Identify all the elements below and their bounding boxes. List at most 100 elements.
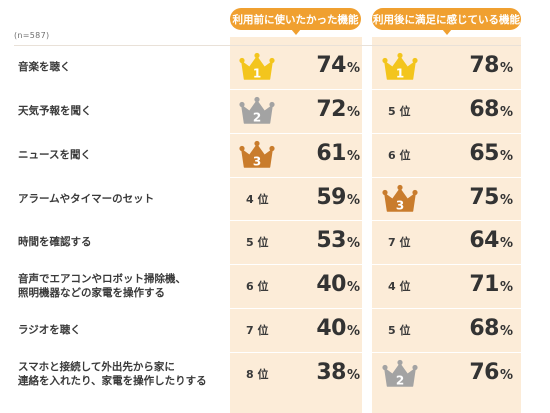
percent-sign: % [499, 149, 513, 164]
row-divider [14, 352, 521, 353]
percent-value: 53 [316, 228, 346, 253]
before-column-background [230, 37, 362, 413]
percent-value: 40 [316, 316, 346, 341]
row-label-line: 時間を確認する [18, 235, 92, 248]
row-divider [14, 133, 521, 134]
row-label-line: 音声でエアコンやロボット掃除機、 [18, 272, 186, 285]
row-label-line: スマホと接続して外出先から家に [18, 360, 175, 373]
percent-value: 74 [316, 53, 346, 78]
percent-value: 61 [316, 141, 346, 166]
percent-value: 78 [469, 53, 499, 78]
after-percent: 75% [443, 185, 513, 210]
percent-sign: % [499, 280, 513, 295]
percent-value: 65 [469, 141, 499, 166]
row-label-line: 連絡を入れたり、家電を操作したりする [18, 375, 207, 387]
row-label-line: ニュースを聞く [18, 148, 91, 161]
after-percent: 68% [443, 97, 513, 122]
before-rank-label: 8 位 [246, 368, 269, 381]
percent-value: 59 [316, 185, 346, 210]
after-percent: 68% [443, 316, 513, 341]
row-label-line: 音楽を聴く [18, 60, 71, 73]
after-column-header-label: 利用後に満足に感じている機能 [373, 13, 520, 26]
row-divider [14, 220, 521, 221]
percent-sign: % [499, 193, 513, 208]
row-label: ラジオを聴く [18, 323, 81, 338]
crown-rank-number: 3 [253, 155, 261, 169]
before-column-header: 利用前に使いたかった機能 [230, 8, 361, 35]
percent-sign: % [346, 105, 360, 120]
crown-rank-number: 2 [253, 111, 261, 125]
row-label: アラームやタイマーのセット [18, 192, 154, 207]
row-label-line: アラームやタイマーのセット [18, 192, 155, 205]
row-label-line: 天気予報を聞く [18, 104, 92, 117]
before-percent: 40% [290, 272, 360, 297]
before-rank-label: 5 位 [246, 236, 269, 249]
percent-sign: % [499, 61, 513, 76]
before-rank-crown-icon: 3 [239, 140, 275, 169]
before-rank-label: 7 位 [246, 324, 269, 337]
row-divider [14, 264, 521, 265]
sample-size-note: (n=587) [14, 31, 50, 40]
after-rank-label: 5 位 [388, 105, 411, 118]
before-column-header-label: 利用前に使いたかった機能 [232, 13, 359, 26]
after-column-background [372, 37, 521, 413]
before-percent: 59% [290, 185, 360, 210]
after-percent: 71% [443, 272, 513, 297]
before-rank-crown-icon: 2 [239, 96, 275, 125]
after-column-header: 利用後に満足に感じている機能 [372, 8, 521, 35]
before-percent: 40% [290, 316, 360, 341]
after-rank-crown-icon: 1 [382, 52, 418, 81]
before-rank-crown-icon: 1 [239, 52, 275, 81]
percent-value: 68 [469, 316, 499, 341]
row-divider [14, 45, 521, 46]
percent-sign: % [499, 368, 513, 383]
crown-rank-number: 3 [396, 199, 404, 213]
percent-value: 76 [469, 360, 499, 385]
crown-rank-number: 2 [396, 374, 404, 388]
before-percent: 53% [290, 228, 360, 253]
before-rank-label: 6 位 [246, 280, 269, 293]
percent-sign: % [499, 324, 513, 339]
row-label: 音楽を聴く [18, 60, 71, 75]
percent-value: 64 [469, 228, 499, 253]
percent-sign: % [346, 149, 360, 164]
row-divider [14, 177, 521, 178]
after-rank-crown-icon: 3 [382, 184, 418, 213]
percent-sign: % [346, 368, 360, 383]
before-percent: 61% [290, 141, 360, 166]
row-label-line: 照明機器などの家電を操作する [18, 287, 165, 299]
after-rank-label: 7 位 [388, 236, 411, 249]
before-percent: 72% [290, 97, 360, 122]
percent-sign: % [346, 324, 360, 339]
after-percent: 65% [443, 141, 513, 166]
percent-sign: % [346, 236, 360, 251]
crown-rank-number: 1 [253, 67, 261, 81]
row-label: 音声でエアコンやロボット掃除機、 照明機器などの家電を操作する [18, 272, 186, 301]
crown-rank-number: 1 [396, 67, 404, 81]
row-label: スマホと接続して外出先から家に連絡を入れたり、家電を操作したりする [18, 360, 207, 389]
row-divider [14, 308, 521, 309]
after-header-pointer [441, 29, 452, 35]
row-label: 時間を確認する [18, 235, 92, 250]
after-rank-label: 5 位 [388, 324, 411, 337]
after-percent: 64% [443, 228, 513, 253]
after-percent: 76% [443, 360, 513, 385]
percent-value: 72 [316, 97, 346, 122]
after-percent: 78% [443, 53, 513, 78]
percent-value: 40 [316, 272, 346, 297]
before-rank-label: 4 位 [246, 193, 269, 206]
percent-sign: % [499, 236, 513, 251]
before-percent: 38% [290, 360, 360, 385]
percent-sign: % [499, 105, 513, 120]
percent-sign: % [346, 61, 360, 76]
after-rank-label: 4 位 [388, 280, 411, 293]
row-label: ニュースを聞く [18, 148, 91, 163]
row-label-line: ラジオを聴く [18, 323, 81, 336]
percent-sign: % [346, 280, 360, 295]
percent-value: 38 [316, 360, 346, 385]
percent-sign: % [346, 193, 360, 208]
percent-value: 68 [469, 97, 499, 122]
before-header-pointer [290, 29, 301, 35]
after-rank-crown-icon: 2 [382, 359, 418, 388]
after-rank-label: 6 位 [388, 149, 411, 162]
